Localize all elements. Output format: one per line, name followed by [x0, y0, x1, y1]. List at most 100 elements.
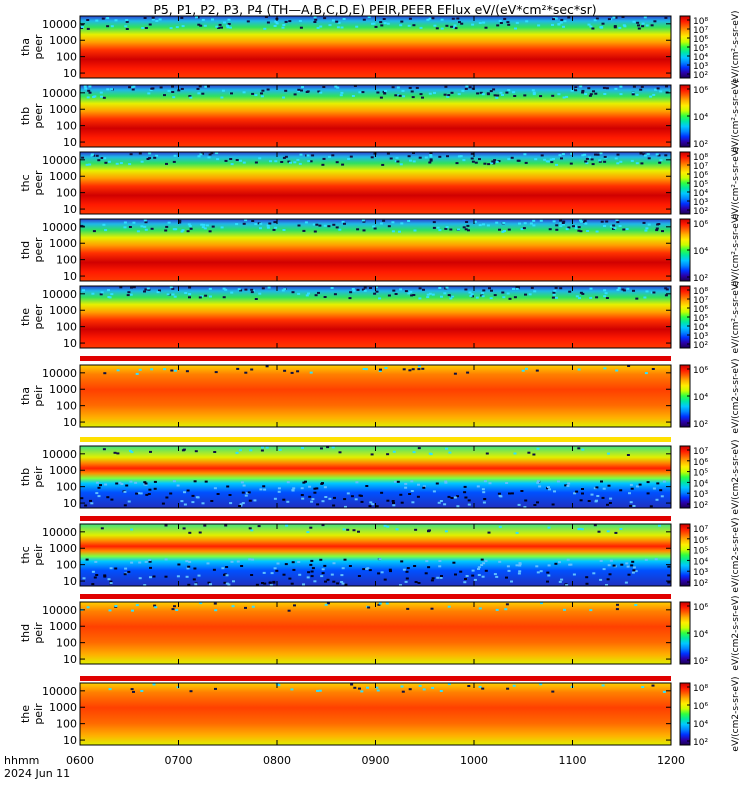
panel-species-label: peir: [32, 544, 45, 566]
panel-probe-label: thb: [19, 107, 32, 125]
colorbar-tick-label: 10⁸: [693, 153, 708, 163]
panel-probe-label: thb: [19, 468, 32, 486]
y-tick-label: 100: [56, 51, 77, 64]
speckle: [83, 85, 669, 99]
y-tick-label: 10000: [42, 18, 77, 31]
colorbar-tick-label: 10⁵: [693, 547, 708, 557]
colorbar-tick-label: 10³: [693, 198, 708, 208]
colorbar-tick-label: 10⁸: [693, 684, 708, 694]
y-tick-label: 1000: [49, 304, 77, 317]
panel-tha-peer: 10 100 1000 10000 tha peer 10⁸10⁷10⁶10⁵10⁴10³1…: [19, 10, 741, 83]
colorbar: [679, 523, 691, 587]
panel-probe-label: tha: [19, 387, 32, 405]
colorbar-tick-label: 10⁴: [693, 247, 708, 257]
colorbar: [679, 445, 691, 509]
panel-probe-label: the: [19, 308, 32, 326]
spectrogram: [80, 602, 671, 664]
colorbar-tick-label: 10²: [693, 579, 708, 589]
y-tick-label: 1000: [49, 620, 77, 633]
panel-probe-label: the: [19, 705, 32, 723]
y-tick-label: 10: [63, 497, 77, 510]
colorbar-tick-label: 10²: [693, 207, 708, 217]
panel-species-label: peer: [32, 170, 45, 196]
spectrogram: [80, 683, 671, 745]
y-tick-label: 10: [63, 67, 77, 80]
colorbar-tick-label: 10²: [693, 71, 708, 81]
panel-the-peer: 10 100 1000 10000 the peer 10⁸10⁷10⁶10⁵10⁴10³1…: [19, 280, 741, 353]
y-tick-label: 100: [56, 718, 77, 731]
y-tick-label: 1000: [49, 170, 77, 183]
colorbar-tick-label: 10⁴: [693, 323, 708, 333]
panel-probe-label: thd: [19, 624, 32, 642]
y-tick-label: 10: [63, 203, 77, 216]
x-tick-label: 0900: [362, 754, 390, 767]
colorbar-tick-label: 10⁶: [693, 536, 708, 546]
colorbar-tick-label: 10⁴: [693, 189, 708, 199]
y-tick-label: 10000: [42, 288, 77, 301]
colorbar-tick-label: 10⁶: [693, 702, 708, 712]
panel-species-label: peir: [32, 703, 45, 725]
colorbar-tick-label: 10⁴: [693, 720, 708, 730]
time-format-label: hhmm: [4, 754, 39, 767]
y-tick-label: 10: [63, 270, 77, 283]
date-label: 2024 Jun 11: [4, 767, 70, 780]
colorbar: [679, 682, 691, 746]
colorbar-label: eV/(cm2-s-sr-eV): [731, 439, 741, 514]
spectrogram: [80, 524, 671, 586]
colorbar-tick-label: 10²: [693, 657, 708, 667]
y-tick-label: 1000: [49, 464, 77, 477]
colorbar-tick-label: 10⁴: [693, 630, 708, 640]
colorbar-tick-label: 10³: [693, 568, 708, 578]
panel-species-label: peer: [32, 34, 45, 60]
mode-bar: [80, 437, 671, 442]
x-tick-label: 1000: [460, 754, 488, 767]
y-tick-label: 10: [63, 136, 77, 149]
y-tick-label: 100: [56, 637, 77, 650]
y-tick-label: 10000: [42, 604, 77, 617]
x-tick-label: 0700: [165, 754, 193, 767]
y-tick-label: 100: [56, 481, 77, 494]
colorbar-tick-label: 10⁷: [693, 26, 708, 36]
speckle: [81, 152, 668, 166]
colorbar-tick-label: 10⁶: [693, 305, 708, 315]
colorbar-tick-label: 10⁸: [693, 287, 708, 297]
panel-probe-label: thc: [19, 546, 32, 563]
y-tick-label: 10: [63, 416, 77, 429]
y-tick-label: 100: [56, 559, 77, 572]
colorbar-label: eV/(cm²-s-sr-eV): [731, 146, 741, 219]
y-tick-label: 10000: [42, 87, 77, 100]
colorbar-label: eV/(cm²-s-sr-eV): [731, 10, 741, 83]
colorbar-label: eV/(cm²-s-sr-eV): [731, 280, 741, 353]
y-tick-label: 1000: [49, 103, 77, 116]
y-tick-label: 10000: [42, 448, 77, 461]
colorbar-tick-label: 10⁴: [693, 557, 708, 567]
colorbar-tick-label: 10⁵: [693, 314, 708, 324]
colorbar-tick-label: 10⁶: [693, 603, 708, 613]
spectrogram: [80, 446, 671, 508]
colorbar-tick-label: 10⁷: [693, 525, 708, 535]
colorbar-tick-label: 10⁶: [693, 171, 708, 181]
mode-bar: [80, 676, 671, 681]
spectrogram: [80, 16, 671, 78]
colorbar-label: eV/(cm2-s-sr-eV): [731, 595, 741, 670]
colorbar-tick-label: 10⁴: [693, 113, 708, 123]
panel-thd-peir: 10 100 1000 10000 thd peir 10⁶ 10⁴ 10² eV/(cm2-s-…: [19, 595, 741, 670]
panel-probe-label: thd: [19, 241, 32, 259]
panel-the-peir: 10 100 1000 10000 the peir 10⁸ 10⁶ 10⁴ 10² eV/(cm2…: [19, 676, 741, 751]
colorbar-tick-label: 10⁴: [693, 479, 708, 489]
panel-species-label: peer: [32, 237, 45, 263]
colorbar-tick-label: 10²: [693, 420, 708, 430]
mode-bar: [80, 356, 671, 361]
colorbar-tick-label: 10⁷: [693, 296, 708, 306]
panel-probe-label: tha: [19, 38, 32, 56]
panel-species-label: peer: [32, 103, 45, 129]
speckle: [103, 365, 655, 375]
speckle: [108, 683, 666, 693]
panel-thd-peer: 10 100 1000 10000 thd peer 10⁶ 10⁴ 10² eV/(cm²-s-…: [19, 213, 741, 286]
colorbar-label: eV/(cm2-s-sr-eV): [731, 517, 741, 592]
speckle: [80, 446, 666, 509]
colorbar-tick-label: 10²: [693, 738, 708, 748]
